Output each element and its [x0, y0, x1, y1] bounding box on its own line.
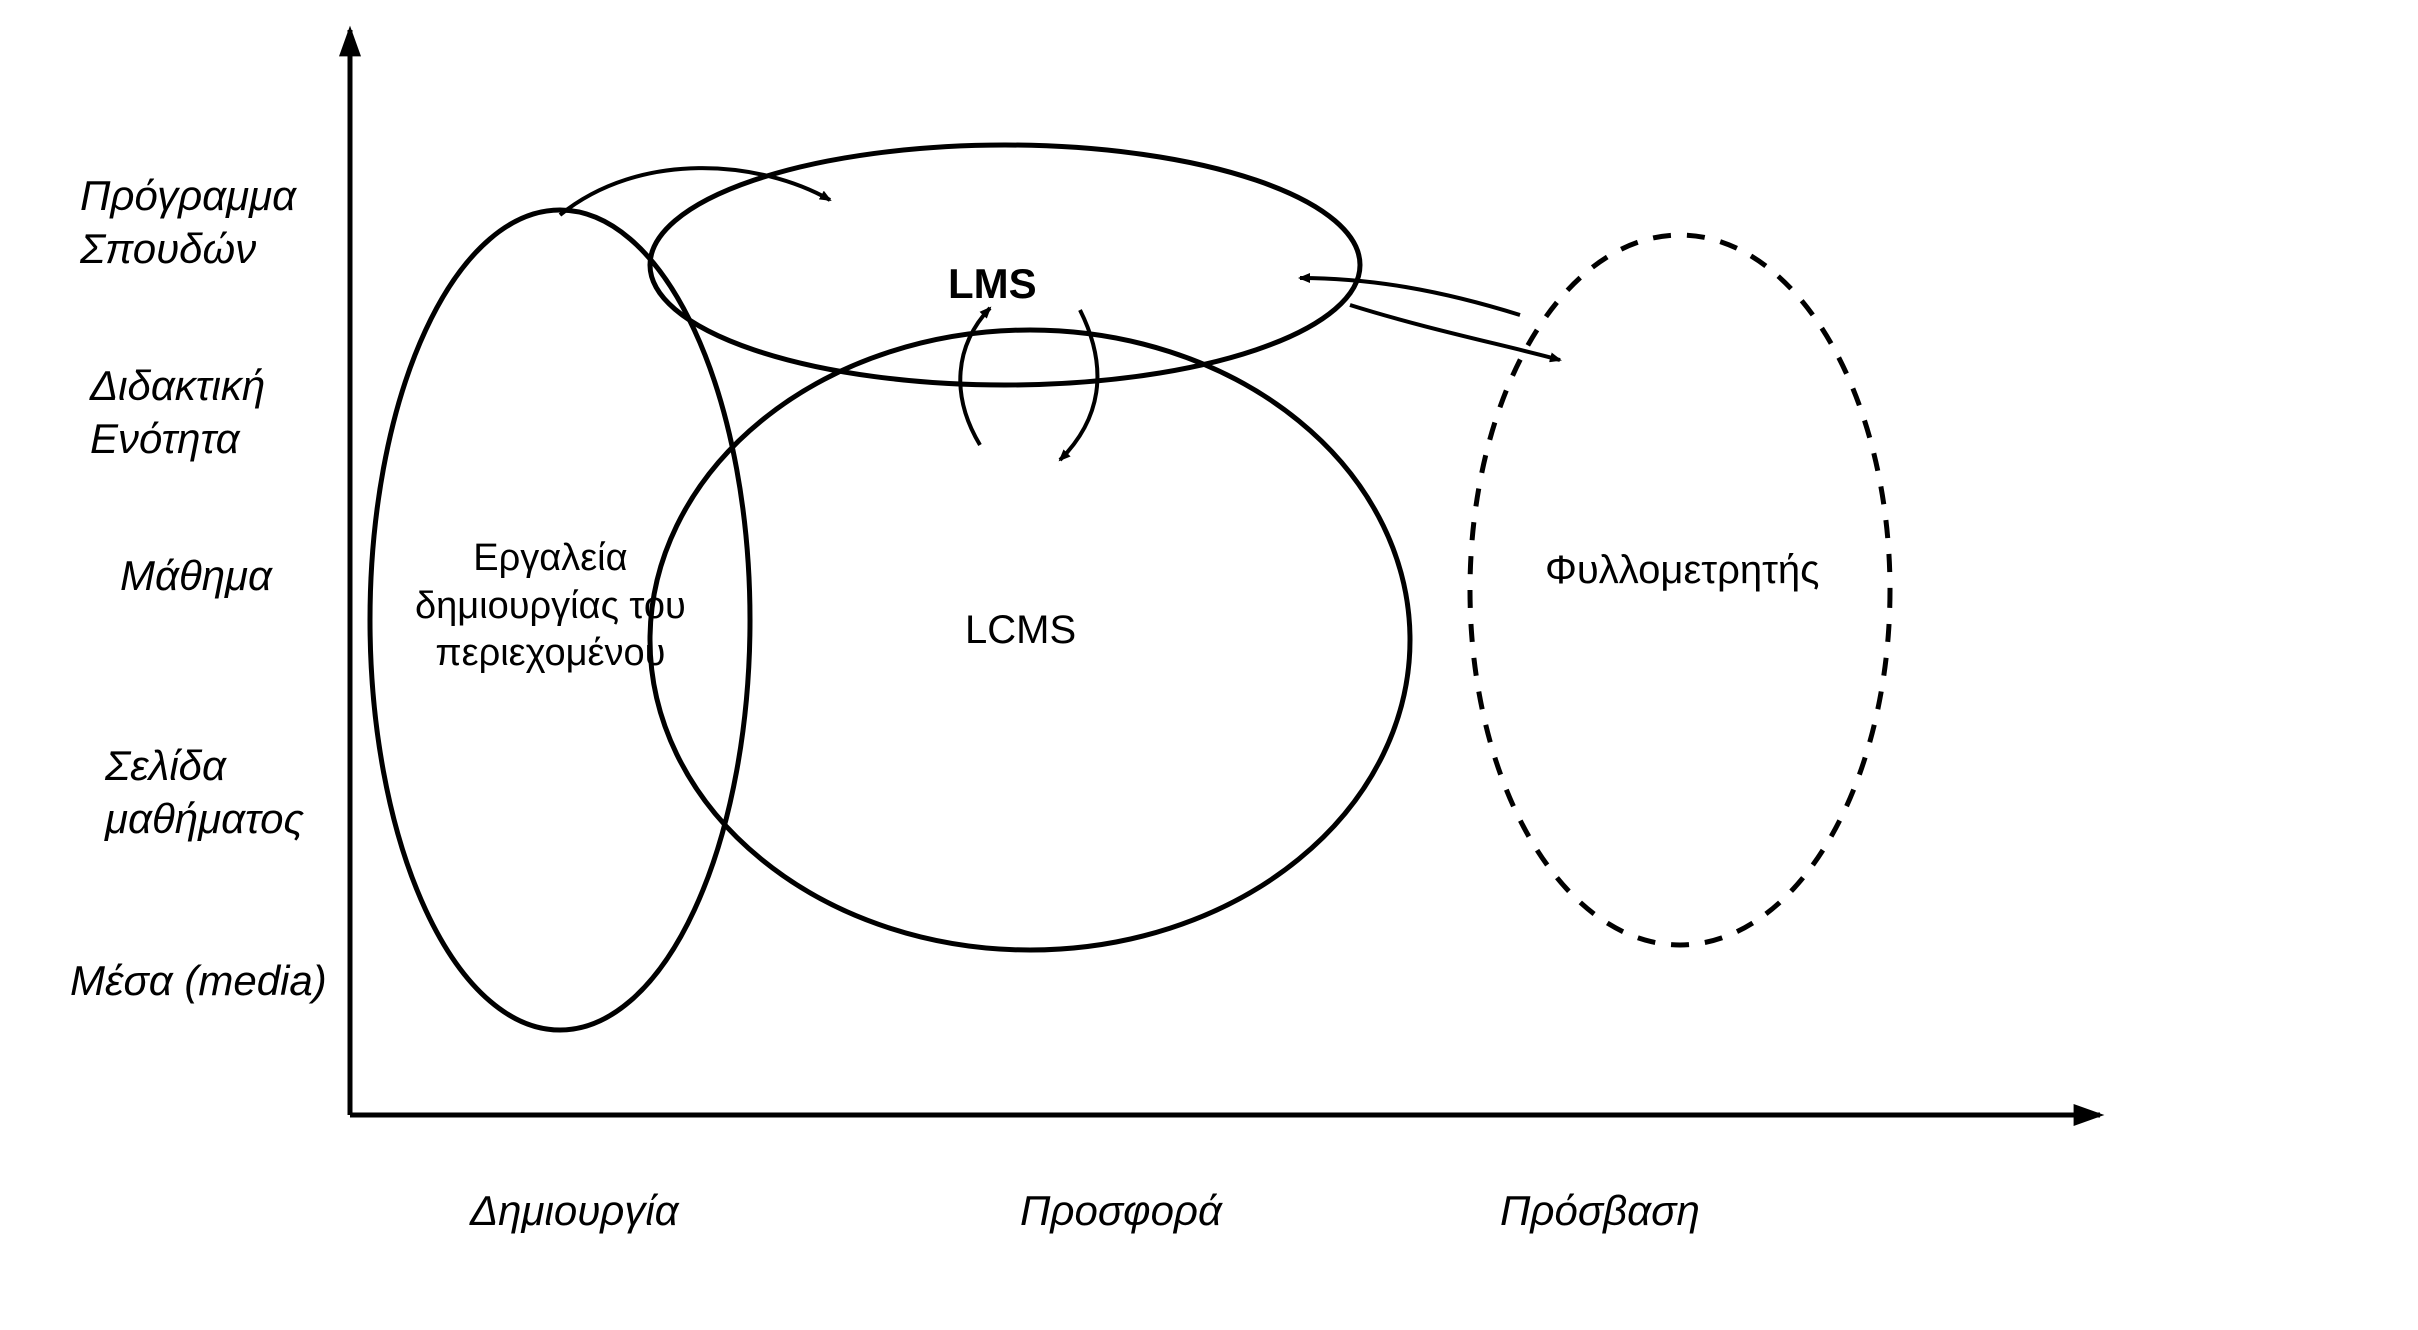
y-label-2: Μάθημα [120, 550, 272, 603]
y-label-1: ΔιδακτικήΕνότητα [90, 360, 265, 465]
node-label-lms: LMS [948, 258, 1037, 311]
arrow-lms-to-browser-r [1350, 305, 1560, 360]
x-label-2: Πρόσβαση [1500, 1185, 1700, 1238]
node-label-tools: Εργαλείαδημιουργίας τουπεριεχομένου [415, 535, 686, 678]
node-label-browser: Φυλλομετρητής [1545, 545, 1819, 595]
node-label-lcms: LCMS [965, 605, 1076, 655]
y-label-0: ΠρόγραμμαΣπουδών [80, 170, 296, 275]
diagram-svg [0, 0, 2418, 1330]
y-label-4: Μέσα (media) [70, 955, 327, 1008]
arrow-lcms-to-lms [960, 308, 990, 445]
diagram-container: ΠρόγραμμαΣπουδών ΔιδακτικήΕνότητα Μάθημα Σε… [0, 0, 2418, 1330]
y-label-3: Σελίδαμαθήματος [105, 740, 304, 845]
x-label-1: Προσφορά [1020, 1185, 1222, 1238]
x-label-0: Δημιουργία [470, 1185, 679, 1238]
